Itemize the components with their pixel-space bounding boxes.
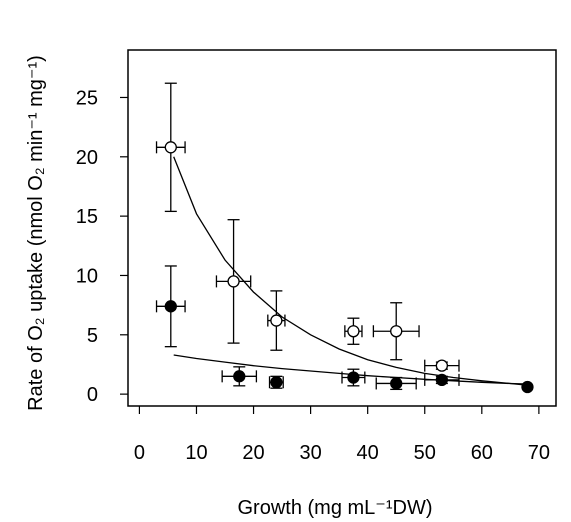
filled-data-point	[390, 377, 403, 390]
x-tick-label: 60	[471, 442, 493, 464]
open-data-point	[390, 325, 403, 338]
filled-data-point	[270, 376, 283, 389]
open-data-point	[435, 359, 449, 372]
y-tick-label: 25	[76, 87, 98, 109]
x-tick-label: 70	[528, 442, 550, 464]
error-bars	[155, 82, 460, 391]
plot-frame	[127, 49, 557, 407]
x-tick-label: 20	[242, 442, 264, 464]
x-tick-label: 50	[414, 442, 436, 464]
filled-data-point	[347, 371, 360, 384]
filled-data-point	[521, 380, 534, 394]
x-axis: 0 10 20 30 40 50 60 70	[134, 406, 550, 464]
open-data-point	[270, 314, 283, 327]
data-markers	[164, 141, 534, 394]
y-tick-label: 0	[87, 384, 98, 406]
y-tick-label: 5	[87, 325, 98, 347]
y-tick-label: 15	[76, 206, 98, 228]
open-data-point	[164, 141, 177, 154]
x-tick-label: 0	[134, 442, 145, 464]
fit-curve-series-1	[173, 156, 528, 386]
x-tick-label: 10	[185, 442, 207, 464]
open-data-point	[227, 275, 240, 288]
x-axis-title: Growth (mg mL⁻¹DW)	[238, 497, 433, 519]
filled-data-point	[164, 300, 177, 313]
y-tick-label: 10	[76, 265, 98, 287]
fit-curves	[173, 156, 528, 386]
filled-data-point	[435, 373, 449, 387]
x-tick-label: 30	[299, 442, 321, 464]
y-axis: 0 5 10 15 20 25	[76, 87, 128, 406]
filled-data-point	[233, 370, 246, 383]
open-data-point	[347, 325, 360, 338]
y-axis-title: Rate of O₂ uptake (nmol O₂ min⁻¹ mg⁻¹)	[25, 55, 47, 411]
y-tick-label: 20	[76, 147, 98, 169]
x-tick-label: 40	[357, 442, 379, 464]
